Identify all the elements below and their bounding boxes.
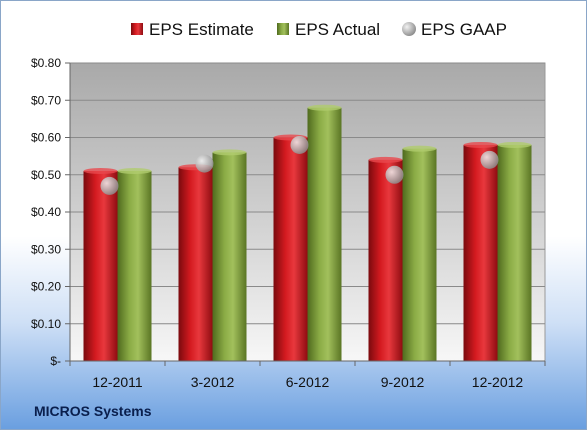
legend-label: EPS Actual <box>295 20 380 39</box>
bar-top-highlight <box>117 168 152 175</box>
bar-top-highlight <box>212 149 247 156</box>
company-name: MICROS Systems <box>34 403 152 419</box>
legend: EPS Estimate EPS Actual EPS GAAP <box>131 20 507 39</box>
y-tick-label: $0.70 <box>31 93 61 107</box>
y-tick-label: $- <box>50 354 61 368</box>
x-axis: 12-2011 3-2012 6-2012 9-2012 12-2012 <box>69 360 546 390</box>
legend-label: EPS Estimate <box>149 20 254 39</box>
bars <box>83 104 532 361</box>
y-tick-label: $0.60 <box>31 131 61 145</box>
bar-top-highlight <box>307 104 342 111</box>
legend-label: EPS GAAP <box>421 20 507 39</box>
bar-actual-6-2012 <box>307 107 342 361</box>
gaap-marker-6-2012 <box>290 135 309 154</box>
bar-estimate-6-2012 <box>273 137 308 361</box>
y-tick-label: $0.40 <box>31 205 61 219</box>
legend-swatch-actual <box>277 23 289 35</box>
y-tick-label: $0.10 <box>31 317 61 331</box>
bar-actual-9-2012 <box>402 148 437 361</box>
bar-top-highlight <box>402 145 437 152</box>
x-tick-label: 12-2011 <box>92 374 143 390</box>
bar-actual-12-2011 <box>117 171 152 361</box>
y-tick-label: $0.80 <box>31 56 61 70</box>
gaap-marker-12-2011 <box>100 176 119 195</box>
y-tick-label: $0.50 <box>31 168 61 182</box>
bar-estimate-3-2012 <box>178 167 213 361</box>
bar-actual-12-2012 <box>497 144 532 361</box>
y-axis: $- $0.10 $0.20 $0.30 $0.40 $0.50 $0.60 $0.70 $0.… <box>31 56 71 368</box>
gaap-marker-9-2012 <box>385 165 404 184</box>
bar-top-highlight <box>83 168 118 175</box>
bar-top-highlight <box>497 141 532 148</box>
bar-estimate-12-2012 <box>463 144 498 361</box>
gaap-marker-3-2012 <box>195 154 214 173</box>
x-tick-label: 6-2012 <box>286 374 330 390</box>
bar-estimate-12-2011 <box>83 171 118 361</box>
bar-top-highlight <box>368 156 403 163</box>
gaap-markers <box>100 135 499 195</box>
x-tick-label: 9-2012 <box>381 374 425 390</box>
bar-estimate-9-2012 <box>368 159 403 361</box>
y-tick-label: $0.20 <box>31 280 61 294</box>
bar-top-highlight <box>463 141 498 148</box>
bar-actual-3-2012 <box>212 152 247 361</box>
gaap-marker-12-2012 <box>480 150 499 169</box>
legend-swatch-estimate <box>131 23 143 35</box>
x-tick-label: 3-2012 <box>191 374 235 390</box>
x-tick-label: 12-2012 <box>472 374 524 390</box>
y-tick-label: $0.30 <box>31 242 61 256</box>
legend-swatch-gaap <box>402 22 416 36</box>
